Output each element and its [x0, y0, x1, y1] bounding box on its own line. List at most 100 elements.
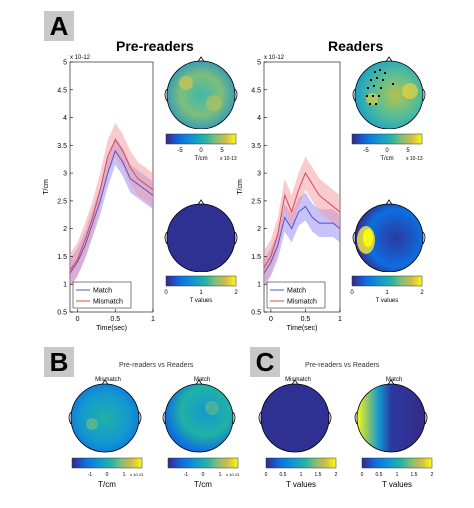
- colorbar-tick: 0: [106, 472, 109, 478]
- colorbar-tick: 5: [406, 148, 410, 154]
- legend: Match Mismatch: [266, 281, 326, 309]
- x-axis-label: Time(sec): [96, 325, 127, 332]
- y-tick-label: 0.5: [57, 310, 67, 317]
- colorbar-tick: 1: [396, 472, 399, 478]
- topomap-c-match: Match: [354, 377, 440, 458]
- y-tick-label: 4: [257, 115, 261, 122]
- y-tick-label: 3: [63, 171, 67, 178]
- legend: Match Mismatch: [72, 281, 132, 309]
- y-tick-label: 2: [257, 226, 261, 233]
- readers-title: Readers: [328, 38, 384, 54]
- x-tick-label: 0.5: [301, 316, 311, 323]
- colorbar-tick: 5: [220, 148, 224, 154]
- y-tick-label: 0.5: [251, 310, 261, 317]
- colorbar-pre-readers-tvalues: 0 1 2 T values: [164, 275, 238, 304]
- legend-label: Mismatch: [287, 299, 317, 306]
- colorbar-tick: 2: [234, 290, 238, 296]
- colorbar-tick: 0.5: [280, 472, 287, 478]
- y-axis-label: T/cm: [237, 179, 244, 195]
- topomap-c-mismatch: Mismatch: [258, 377, 344, 458]
- x-tick-label: 0: [76, 316, 80, 323]
- chart-readers: 0.5 1 1.5 2 2.5 3 3.5 4 4.5 5 0 0.5 1 Time(sec) T/cm x …: [237, 55, 342, 332]
- y-tick-label: 3.5: [251, 143, 261, 150]
- x-tick-label: 0: [269, 316, 273, 323]
- y-tick-label: 4.5: [57, 87, 67, 94]
- colorbar-tick: -5: [363, 148, 369, 154]
- y-tick-label: 2: [63, 226, 67, 233]
- x-tick-label: 0.5: [110, 316, 120, 323]
- legend-label: Mismatch: [93, 299, 123, 306]
- colorbar-tick: -5: [177, 148, 183, 154]
- colorbar-tick: 2: [431, 472, 434, 478]
- y-exponent: x 10-12: [70, 55, 91, 61]
- legend-label: Match: [287, 288, 306, 295]
- topomap-b-match: Match: [162, 377, 248, 458]
- y-tick-label: 1.5: [57, 254, 67, 261]
- topomap-readers-tvalues: [352, 198, 426, 272]
- colorbar-label: T/cm: [194, 480, 212, 489]
- colorbar-label: T values: [382, 480, 412, 489]
- pre-readers-title: Pre-readers: [116, 38, 194, 54]
- panel-b-subtitle: Pre-readers vs Readers: [119, 362, 194, 369]
- colorbar-tick: 1: [199, 290, 203, 296]
- colorbar-tick: 0: [385, 148, 389, 154]
- colorbar-tick: 1: [219, 472, 222, 478]
- x-tick-label: 1: [338, 316, 342, 323]
- topomap-pre-readers-amplitude: [164, 55, 238, 129]
- colorbar-tick: 0: [265, 472, 268, 478]
- colorbar-exponent: x 10-13: [406, 156, 423, 162]
- colorbar-tick: 0: [164, 290, 168, 296]
- colorbar-exponent: x 10-13: [220, 156, 237, 162]
- chart-pre-readers: 0.5 1 1.5 2 2.5 3 3.5 4 4.5 5 0 0.5 1 Time(sec) T/cm x …: [43, 55, 155, 332]
- confidence-band-mismatch: [264, 156, 340, 285]
- series-line-match: [69, 149, 154, 274]
- colorbar-tick: 1.5: [411, 472, 418, 478]
- colorbar-tick: 0: [350, 290, 354, 296]
- colorbar-tick: 0: [202, 472, 205, 478]
- colorbar-b-match: -1 0 1 x 10-13 T/cm: [167, 457, 240, 489]
- series-line-mismatch: [263, 172, 341, 268]
- series-line-match: [263, 205, 341, 274]
- y-exponent: x 10-12: [264, 55, 285, 61]
- colorbar-tick: 1: [300, 472, 303, 478]
- map-title: Mismatch: [285, 377, 311, 383]
- y-tick-label: 1.5: [251, 254, 261, 261]
- panel-c-label: C: [250, 347, 280, 377]
- colorbar-label: T values: [190, 298, 213, 304]
- y-tick-label: 3: [257, 171, 261, 178]
- x-axis-label: Time(sec): [287, 325, 318, 332]
- colorbar-tick: 0: [361, 472, 364, 478]
- colorbar-tick: 1: [123, 472, 126, 478]
- panel-a-label: A: [44, 11, 74, 41]
- y-tick-label: 2.5: [57, 198, 67, 205]
- y-tick-label: 5: [63, 60, 67, 67]
- topomap-readers-amplitude: [352, 55, 426, 129]
- colorbar-b-mismatch: -1 0 1 x 10-13 T/cm: [71, 457, 144, 489]
- panel-c-subtitle: Pre-readers vs Readers: [305, 362, 380, 369]
- colorbar-exponent: x 10-13: [130, 472, 144, 477]
- y-tick-label: 1: [63, 282, 67, 289]
- colorbar-pre-readers-amplitude: -5 0 5 T/cm x 10-13: [165, 133, 237, 162]
- y-tick-label: 5: [257, 60, 261, 67]
- colorbar-label: T/cm: [194, 156, 207, 162]
- colorbar-tick: 1: [385, 290, 389, 296]
- y-tick-label: 4: [63, 115, 67, 122]
- map-title: Match: [386, 377, 402, 383]
- legend-box: [266, 281, 326, 309]
- x-tick-label: 1: [151, 316, 155, 323]
- y-tick-label: 1: [257, 282, 261, 289]
- legend-box: [72, 281, 132, 309]
- colorbar-label: T values: [376, 298, 399, 304]
- legend-label: Match: [93, 288, 112, 295]
- colorbar-readers-tvalues: 0 1 2 T values: [350, 275, 424, 304]
- colorbar-label: T values: [286, 480, 316, 489]
- colorbar-exponent: x 10-13: [226, 472, 240, 477]
- colorbar-c-mismatch: 0 0.5 1 1.5 2 T values: [265, 457, 338, 489]
- confidence-band-mismatch: [70, 123, 153, 287]
- topomap-pre-readers-tvalues: [164, 198, 238, 272]
- series-line-mismatch: [69, 138, 154, 271]
- map-title: Mismatch: [95, 377, 121, 383]
- y-tick-label: 2.5: [251, 198, 261, 205]
- colorbar-tick: 2: [420, 290, 424, 296]
- colorbar-tick: 0: [199, 148, 203, 154]
